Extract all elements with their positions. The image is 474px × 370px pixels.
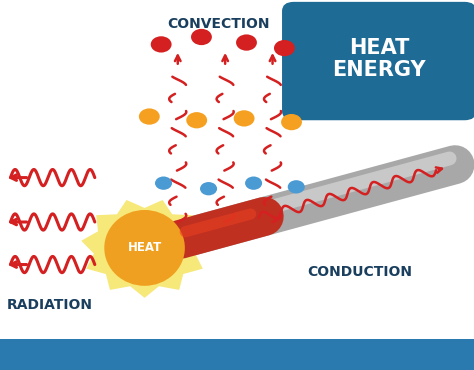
Circle shape — [281, 114, 302, 130]
Circle shape — [236, 34, 257, 51]
Circle shape — [200, 182, 217, 195]
Text: HEAT
ENERGY: HEAT ENERGY — [332, 38, 426, 80]
Circle shape — [151, 36, 172, 53]
FancyBboxPatch shape — [282, 2, 474, 120]
Circle shape — [139, 108, 160, 125]
Ellipse shape — [104, 210, 185, 286]
Text: CONVECTION: CONVECTION — [167, 17, 269, 31]
Text: HEAT: HEAT — [128, 241, 162, 255]
Circle shape — [288, 180, 305, 194]
Polygon shape — [81, 200, 208, 298]
Circle shape — [274, 40, 295, 56]
Text: CONDUCTION: CONDUCTION — [308, 265, 413, 279]
Circle shape — [191, 29, 212, 45]
Circle shape — [186, 112, 207, 128]
Bar — [0, 339, 474, 370]
Circle shape — [155, 176, 172, 190]
Circle shape — [234, 110, 255, 127]
Circle shape — [245, 176, 262, 190]
Text: RADIATION: RADIATION — [7, 298, 93, 312]
